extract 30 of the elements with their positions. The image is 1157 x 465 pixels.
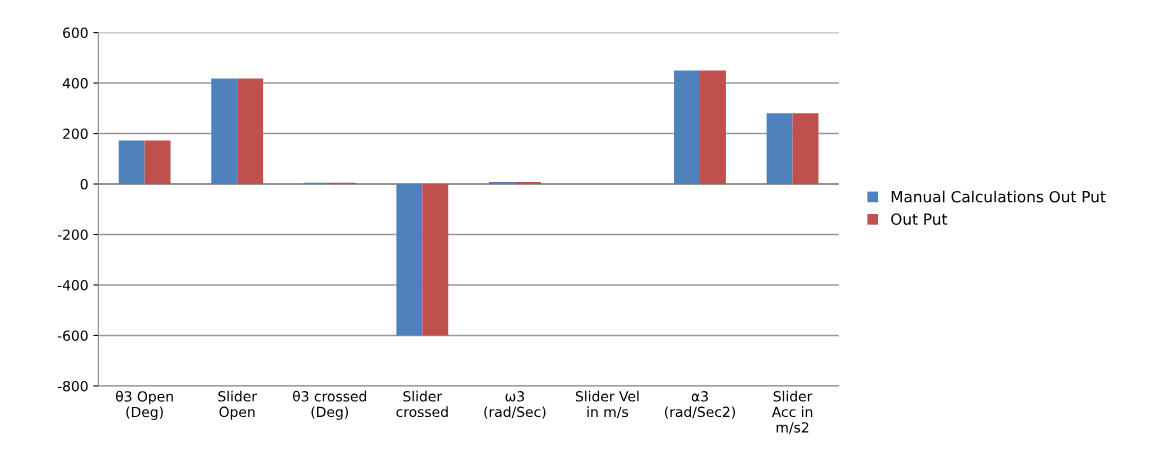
- bar: [792, 113, 819, 185]
- y-tick-label: -800: [57, 380, 88, 392]
- x-tick-label: θ3 Open (Deg): [115, 390, 173, 420]
- x-tick-label: Slider crossed: [396, 390, 448, 418]
- y-tick-label: -600: [57, 330, 88, 341]
- x-tick-label: α3 (rad/Sec2): [664, 391, 735, 419]
- y-tick-label: -200: [57, 229, 88, 240]
- bar: [674, 70, 700, 185]
- y-tick-label: 400: [62, 78, 88, 89]
- bar: [118, 140, 145, 185]
- bar: [766, 113, 793, 185]
- x-tick-label: Slider Acc in m/s2: [771, 390, 813, 434]
- y-tick-label: -400: [57, 279, 88, 291]
- bar: [488, 181, 515, 185]
- y-tick-label: 600: [63, 27, 88, 39]
- bar: [422, 184, 449, 336]
- bar: [699, 70, 726, 185]
- x-tick-label: ω3 (rad/Sec): [484, 391, 546, 419]
- legend-label: Out Put: [891, 213, 948, 225]
- bar: [237, 78, 264, 185]
- bar: [514, 181, 541, 185]
- x-tick-label: θ3 crossed (Deg): [292, 390, 367, 420]
- legend-label: Manual Calculations Out Put: [891, 190, 1106, 203]
- y-tick-label: 0: [80, 178, 88, 190]
- bar: [144, 140, 171, 185]
- y-tick-label: 200: [63, 128, 88, 139]
- x-tick-label: Slider Vel in m/s: [575, 390, 639, 419]
- x-tick-label: Slider Open: [218, 390, 257, 420]
- bar: [211, 78, 238, 185]
- bar: [396, 184, 423, 336]
